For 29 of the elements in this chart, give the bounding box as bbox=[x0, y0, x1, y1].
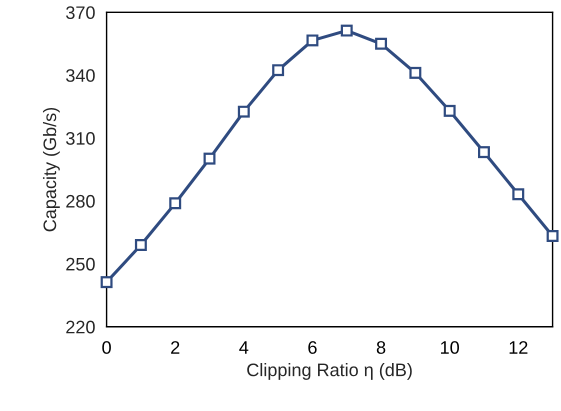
y-tick-label: 220 bbox=[66, 320, 95, 334]
point bbox=[409, 66, 422, 79]
point bbox=[204, 152, 216, 165]
y-tick-label: 310 bbox=[66, 132, 95, 145]
point bbox=[546, 230, 559, 242]
point bbox=[100, 276, 113, 288]
y-axis-title: Capacity (Gb/s) bbox=[42, 108, 60, 232]
x-tick-label: 0 bbox=[102, 341, 111, 354]
x-tick-label: 8 bbox=[376, 341, 386, 354]
point bbox=[238, 106, 250, 118]
x-axis-title: Clipping Ratio η (dB) bbox=[247, 363, 412, 380]
y-tick-label: 250 bbox=[66, 258, 95, 271]
point bbox=[512, 188, 524, 200]
point bbox=[375, 38, 388, 50]
x-tick-label: 4 bbox=[239, 341, 248, 354]
x-tick-label: 2 bbox=[171, 341, 180, 354]
y-tick-label: 280 bbox=[66, 194, 95, 208]
x-tick-label: 10 bbox=[441, 341, 459, 354]
point bbox=[340, 24, 353, 37]
x-tick-label: 6 bbox=[308, 341, 317, 354]
x-tick-label: 12 bbox=[510, 341, 528, 354]
point bbox=[478, 146, 490, 158]
y-tick-label: 340 bbox=[66, 69, 95, 82]
point bbox=[134, 239, 147, 251]
y-tick-label: 370 bbox=[66, 6, 95, 20]
point bbox=[306, 34, 318, 46]
point bbox=[169, 197, 182, 210]
point bbox=[444, 104, 456, 117]
point bbox=[272, 64, 284, 76]
